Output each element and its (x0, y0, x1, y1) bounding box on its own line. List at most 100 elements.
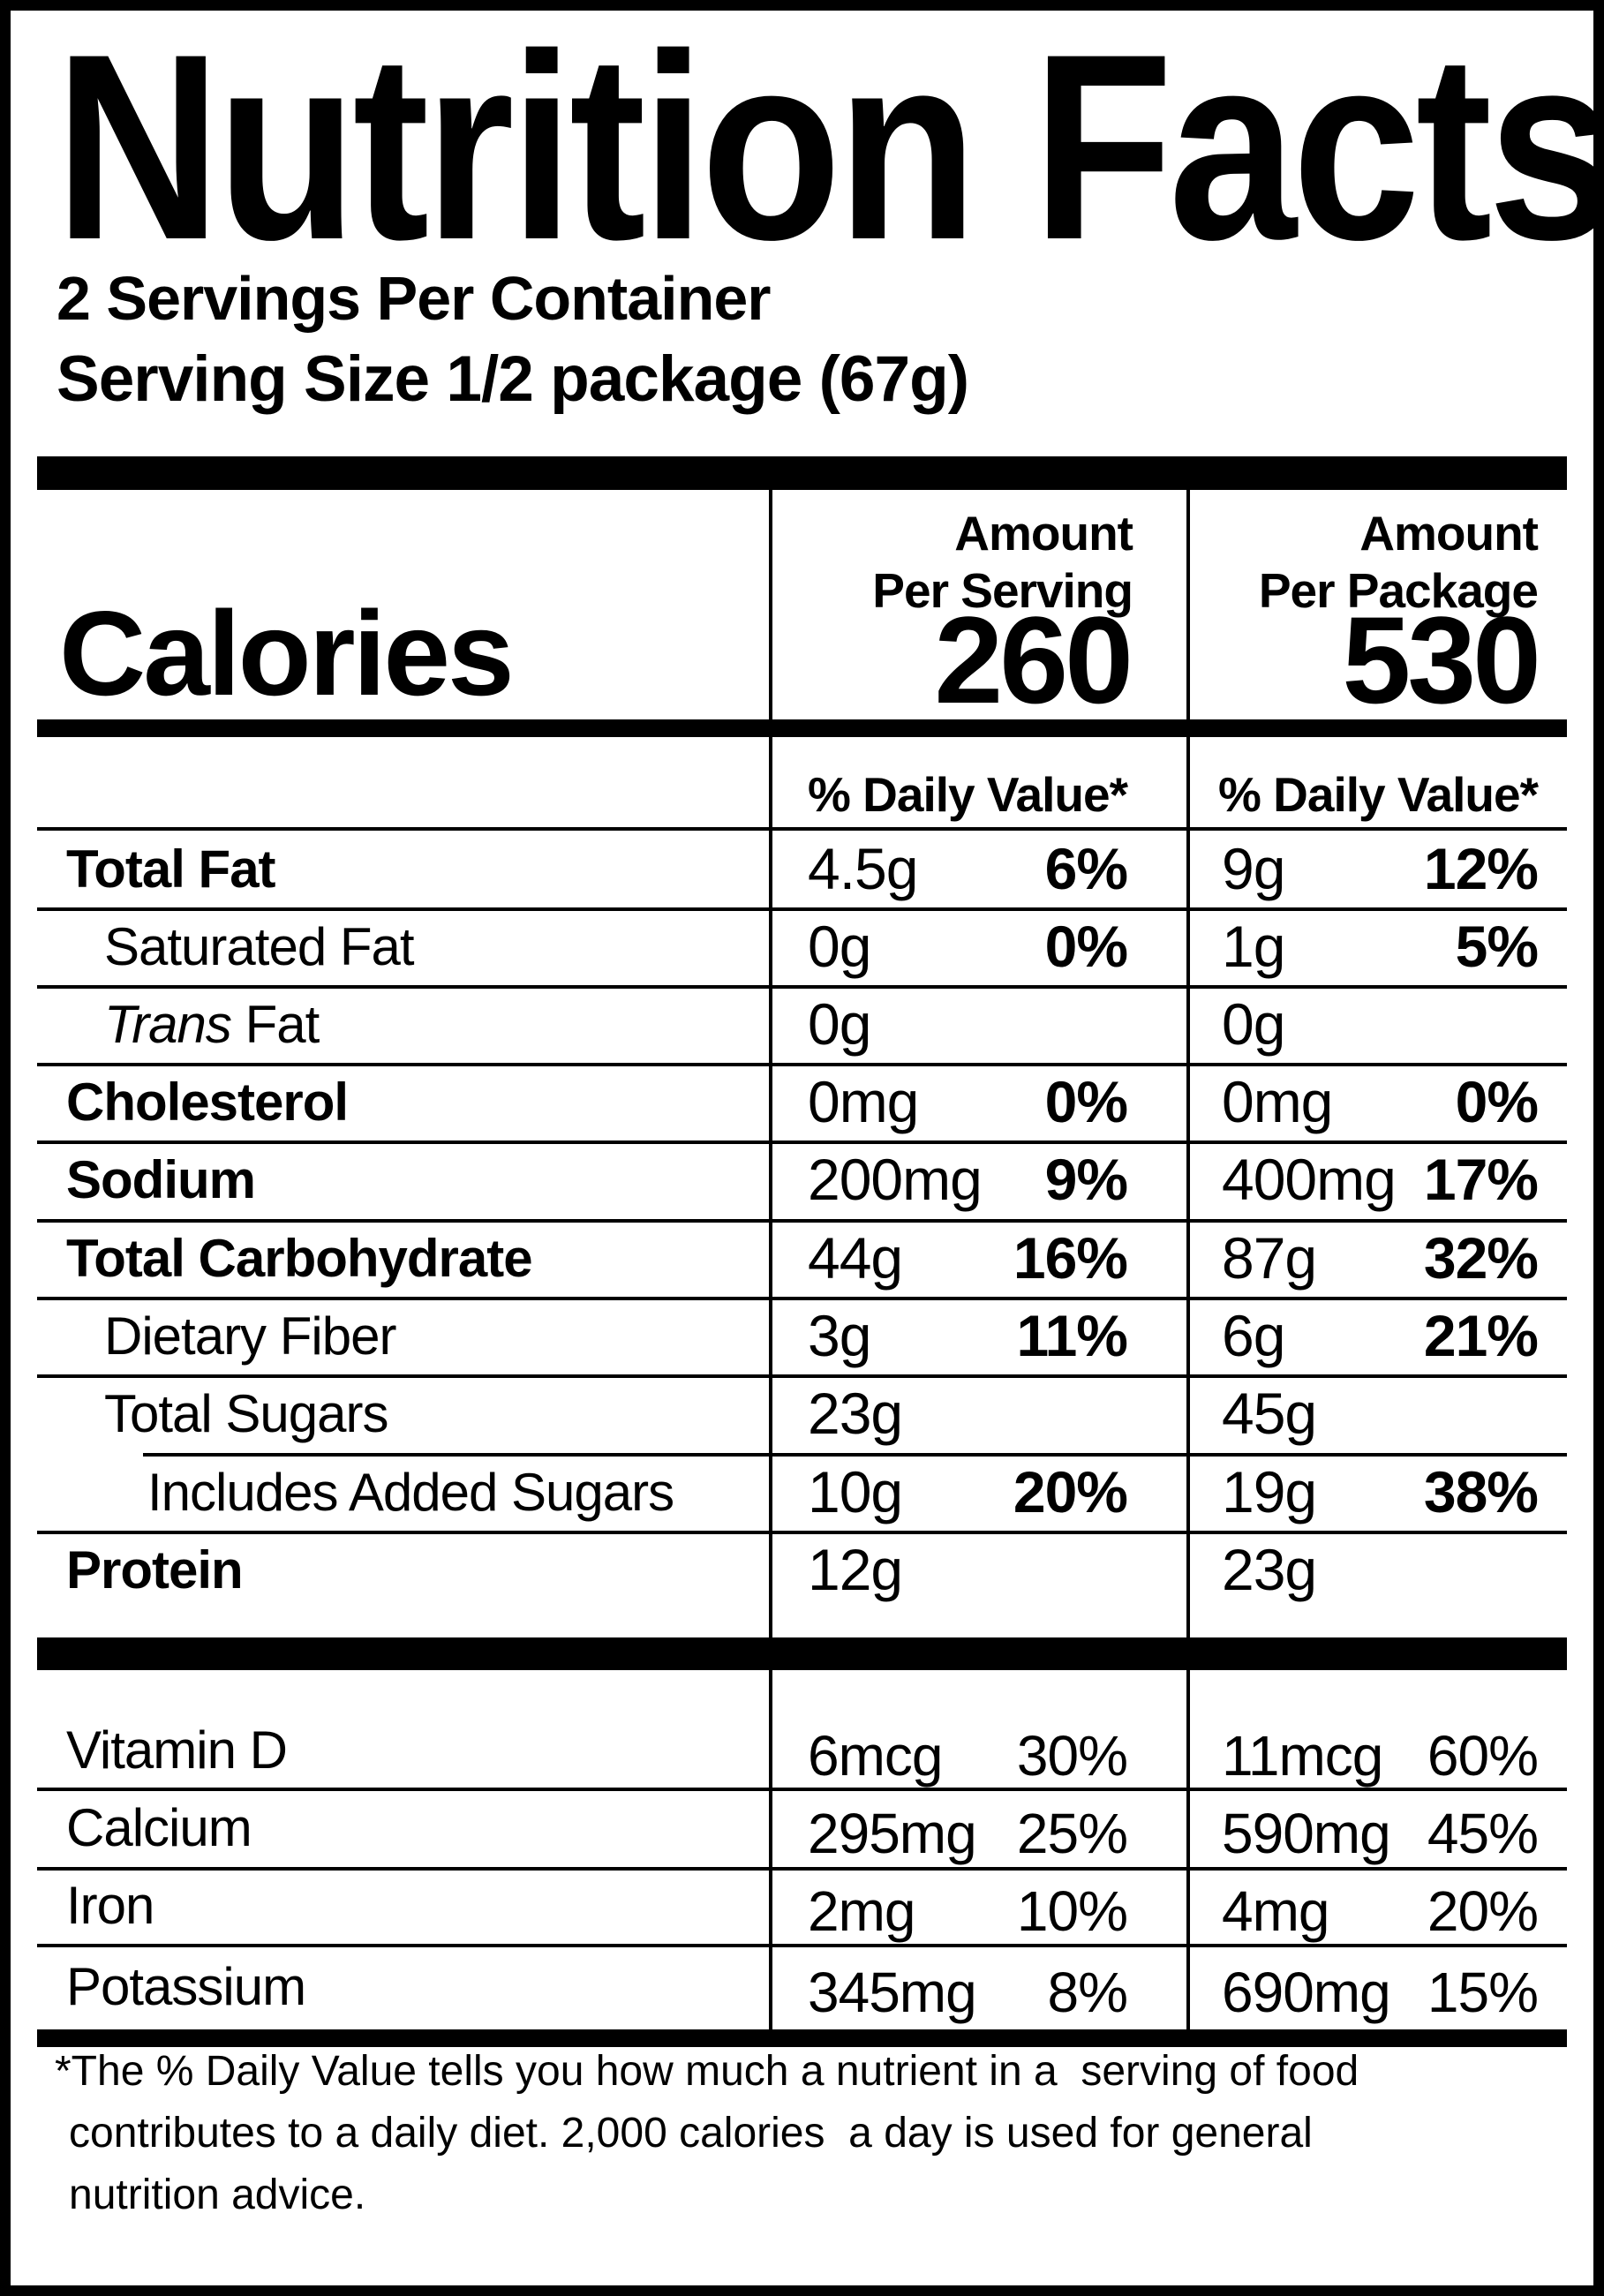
thick-bar-calories (37, 719, 1567, 737)
package-daily-value: 15% (1427, 1961, 1539, 2024)
row-trans-fat: Trans Fat 0g 0g (11, 985, 1593, 1063)
package-daily-value: 38% (1423, 1459, 1539, 1524)
serving-daily-value: 0% (1044, 1069, 1128, 1134)
amount-per-package-line1: Amount (1359, 506, 1539, 561)
trans-rest: Fat (230, 994, 320, 1054)
amount-per-serving-header: Amount Per Serving (872, 505, 1133, 620)
row-total-sugars: Total Sugars 23g 45g (11, 1374, 1593, 1452)
column-divider-serving (769, 490, 772, 2029)
nutrient-name: Saturated Fat (104, 916, 415, 976)
serving-daily-value: 0% (1044, 914, 1128, 979)
nutrient-name: Calcium (66, 1797, 252, 1857)
serving-amount: 2mg (808, 1879, 915, 1943)
rule-below-vitamin-d (37, 1788, 1567, 1791)
serving-amount: 0g (808, 914, 871, 979)
amount-per-serving-line2: Per Serving (872, 563, 1133, 618)
nutrient-name: Vitamin D (66, 1720, 288, 1780)
rule-below-sodium (37, 1219, 1567, 1223)
calories-per-serving-value: 260 (934, 591, 1133, 729)
calories-per-package-value: 530 (1342, 591, 1541, 729)
package-amount: 0mg (1222, 1069, 1333, 1134)
rule-below-added-sugars (37, 1531, 1567, 1534)
serving-amount: 4.5g (808, 836, 918, 901)
amount-per-serving-line1: Amount (954, 506, 1133, 561)
package-amount: 0g (1222, 991, 1285, 1057)
package-daily-value: 0% (1455, 1069, 1539, 1134)
rule-below-iron (37, 1944, 1567, 1947)
rule-above-total-fat (37, 827, 1567, 831)
package-daily-value: 12% (1423, 836, 1539, 901)
nutrient-name: Total Sugars (104, 1383, 389, 1443)
row-sodium: Sodium 200mg 9% 400mg 17% (11, 1140, 1593, 1218)
calories-label: Calories (59, 586, 515, 720)
serving-daily-value: 9% (1044, 1147, 1128, 1212)
serving-daily-value: 11% (1016, 1303, 1128, 1368)
rule-below-saturated-fat (37, 985, 1567, 989)
rule-below-total-fat (37, 907, 1567, 911)
row-total-carbohydrate: Total Carbohydrate 44g 16% 87g 32% (11, 1219, 1593, 1297)
serving-daily-value: 25% (1016, 1802, 1128, 1865)
rule-below-cholesterol (37, 1140, 1567, 1144)
serving-amount: 345mg (808, 1961, 977, 2024)
nutrient-name: Protein (66, 1539, 244, 1600)
thick-bar-protein (37, 1637, 1567, 1670)
nutrient-name: Cholesterol (66, 1072, 349, 1132)
daily-value-header-package: % Daily Value* (1217, 767, 1539, 822)
nutrient-name: Includes Added Sugars (147, 1462, 674, 1522)
serving-amount: 0mg (808, 1069, 919, 1134)
daily-value-footnote: *The % Daily Value tells you how much a … (55, 2041, 1432, 2226)
row-saturated-fat: Saturated Fat 0g 0% 1g 5% (11, 907, 1593, 985)
package-amount: 11mcg (1222, 1724, 1383, 1788)
serving-daily-value: 16% (1013, 1225, 1128, 1291)
footnote-line-1: *The % Daily Value tells you how much a … (55, 2048, 1359, 2095)
trans-italic: Trans (104, 994, 232, 1054)
serving-amount: 3g (808, 1303, 871, 1368)
package-amount: 590mg (1222, 1802, 1391, 1865)
rule-below-total-sugars (143, 1453, 1567, 1457)
nutrient-name: Trans Fat (104, 985, 320, 1063)
package-daily-value: 45% (1427, 1802, 1539, 1865)
rule-below-trans-fat (37, 1063, 1567, 1066)
package-amount: 690mg (1222, 1961, 1391, 2024)
row-vitamin-d: Vitamin D 6mcg 30% 11mcg 60% (11, 1711, 1593, 1788)
footnote-line-3: nutrition advice. (69, 2172, 366, 2218)
package-amount: 400mg (1222, 1147, 1397, 1212)
nutrient-name: Total Fat (66, 839, 276, 899)
serving-amount: 200mg (808, 1147, 983, 1212)
serving-daily-value: 6% (1044, 836, 1128, 901)
package-amount: 1g (1222, 914, 1285, 979)
package-daily-value: 32% (1423, 1225, 1539, 1291)
package-daily-value: 21% (1423, 1303, 1539, 1368)
thick-bar-header (37, 456, 1567, 490)
serving-amount: 10g (808, 1459, 903, 1524)
nutrient-name: Potassium (66, 1956, 306, 2016)
package-daily-value: 60% (1427, 1724, 1539, 1788)
serving-amount: 0g (808, 991, 871, 1057)
rule-below-carbohydrate (37, 1297, 1567, 1300)
amount-per-package-header: Amount Per Package (1259, 505, 1539, 620)
serving-amount: 6mcg (808, 1724, 943, 1788)
package-daily-value: 20% (1427, 1879, 1539, 1943)
serving-daily-value: 8% (1047, 1961, 1128, 2024)
rule-below-calcium (37, 1867, 1567, 1871)
package-amount: 19g (1222, 1459, 1317, 1524)
row-total-fat: Total Fat 4.5g 6% 9g 12% (11, 830, 1593, 907)
serving-amount: 44g (808, 1225, 903, 1291)
nutrient-name: Sodium (66, 1149, 256, 1209)
serving-amount: 12g (808, 1537, 903, 1602)
serving-size: Serving Size 1/2 package (67g) (56, 343, 969, 415)
package-daily-value: 17% (1423, 1147, 1539, 1212)
label-title: Nutrition Facts (55, 0, 1604, 295)
row-dietary-fiber: Dietary Fiber 3g 11% 6g 21% (11, 1297, 1593, 1374)
package-amount: 45g (1222, 1381, 1317, 1446)
column-divider-package (1186, 490, 1190, 2029)
rule-below-dietary-fiber (37, 1374, 1567, 1378)
thick-bar-minerals (37, 2029, 1567, 2047)
footnote-line-2: contributes to a daily diet. 2,000 calor… (69, 2110, 1313, 2157)
package-amount: 9g (1222, 836, 1285, 901)
serving-daily-value: 20% (1013, 1459, 1128, 1524)
serving-amount: 23g (808, 1381, 903, 1446)
package-daily-value: 5% (1455, 914, 1539, 979)
nutrient-name: Iron (66, 1875, 154, 1935)
row-iron: Iron 2mg 10% 4mg 20% (11, 1866, 1593, 1944)
